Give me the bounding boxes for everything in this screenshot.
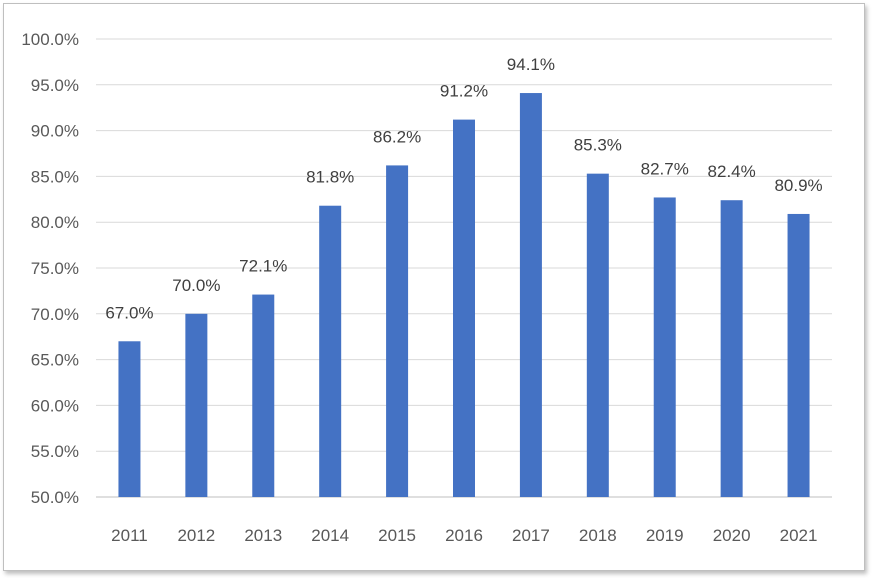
bars bbox=[118, 93, 810, 498]
x-tick-label: 2015 bbox=[378, 526, 416, 545]
x-tick-label: 2011 bbox=[111, 526, 148, 545]
y-tick-label: 80.0% bbox=[31, 213, 79, 232]
x-tick-label: 2017 bbox=[512, 526, 550, 545]
data-label: 82.7% bbox=[641, 159, 689, 178]
data-label: 91.2% bbox=[440, 82, 488, 101]
bar bbox=[252, 294, 275, 497]
bar bbox=[386, 165, 409, 497]
y-tick-label: 95.0% bbox=[31, 76, 79, 95]
x-tick-label: 2021 bbox=[780, 526, 818, 545]
y-tick-label: 85.0% bbox=[31, 167, 79, 186]
y-tick-label: 60.0% bbox=[31, 396, 79, 415]
data-label: 70.0% bbox=[172, 276, 220, 295]
bar bbox=[586, 173, 609, 498]
y-tick-label: 90.0% bbox=[31, 122, 79, 141]
bar bbox=[720, 200, 743, 497]
data-label: 67.0% bbox=[105, 303, 153, 322]
bar bbox=[653, 197, 676, 497]
x-tick-label: 2018 bbox=[579, 526, 617, 545]
bar bbox=[787, 213, 810, 497]
bar bbox=[185, 313, 208, 497]
y-axis-tick-labels: 50.0% 55.0% 60.0% 65.0% 70.0% 75.0% 80.0% 85.0%… bbox=[21, 30, 79, 507]
y-tick-label: 55.0% bbox=[31, 442, 79, 461]
x-tick-label: 2020 bbox=[713, 526, 751, 545]
data-label: 94.1% bbox=[507, 55, 555, 74]
bar bbox=[118, 341, 141, 497]
data-labels: 67.0% 70.0% 72.1% 81.8% 86.2% 91.2% 94.1% 85.3%… bbox=[105, 55, 822, 322]
x-tick-label: 2016 bbox=[445, 526, 483, 545]
x-tick-label: 2014 bbox=[311, 526, 349, 545]
data-label: 81.8% bbox=[306, 168, 354, 187]
y-tick-label: 100.0% bbox=[21, 30, 79, 49]
x-tick-label: 2019 bbox=[646, 526, 684, 545]
y-tick-label: 65.0% bbox=[31, 351, 79, 370]
bar bbox=[319, 205, 342, 497]
bar bbox=[453, 119, 475, 497]
data-label: 86.2% bbox=[373, 127, 421, 146]
x-tick-label: 2012 bbox=[177, 526, 215, 545]
bar bbox=[519, 93, 542, 497]
x-axis-tick-labels: 2011 2012 2013 2014 2015 2016 2017 2018 2019 2020… bbox=[111, 526, 817, 545]
y-tick-label: 75.0% bbox=[31, 259, 79, 278]
y-tick-label: 70.0% bbox=[31, 305, 79, 324]
data-label: 82.4% bbox=[708, 162, 756, 181]
data-label: 72.1% bbox=[239, 257, 287, 276]
data-label: 80.9% bbox=[774, 176, 822, 195]
data-label: 85.3% bbox=[574, 136, 622, 155]
x-tick-label: 2013 bbox=[244, 526, 282, 545]
y-tick-label: 50.0% bbox=[31, 488, 79, 507]
